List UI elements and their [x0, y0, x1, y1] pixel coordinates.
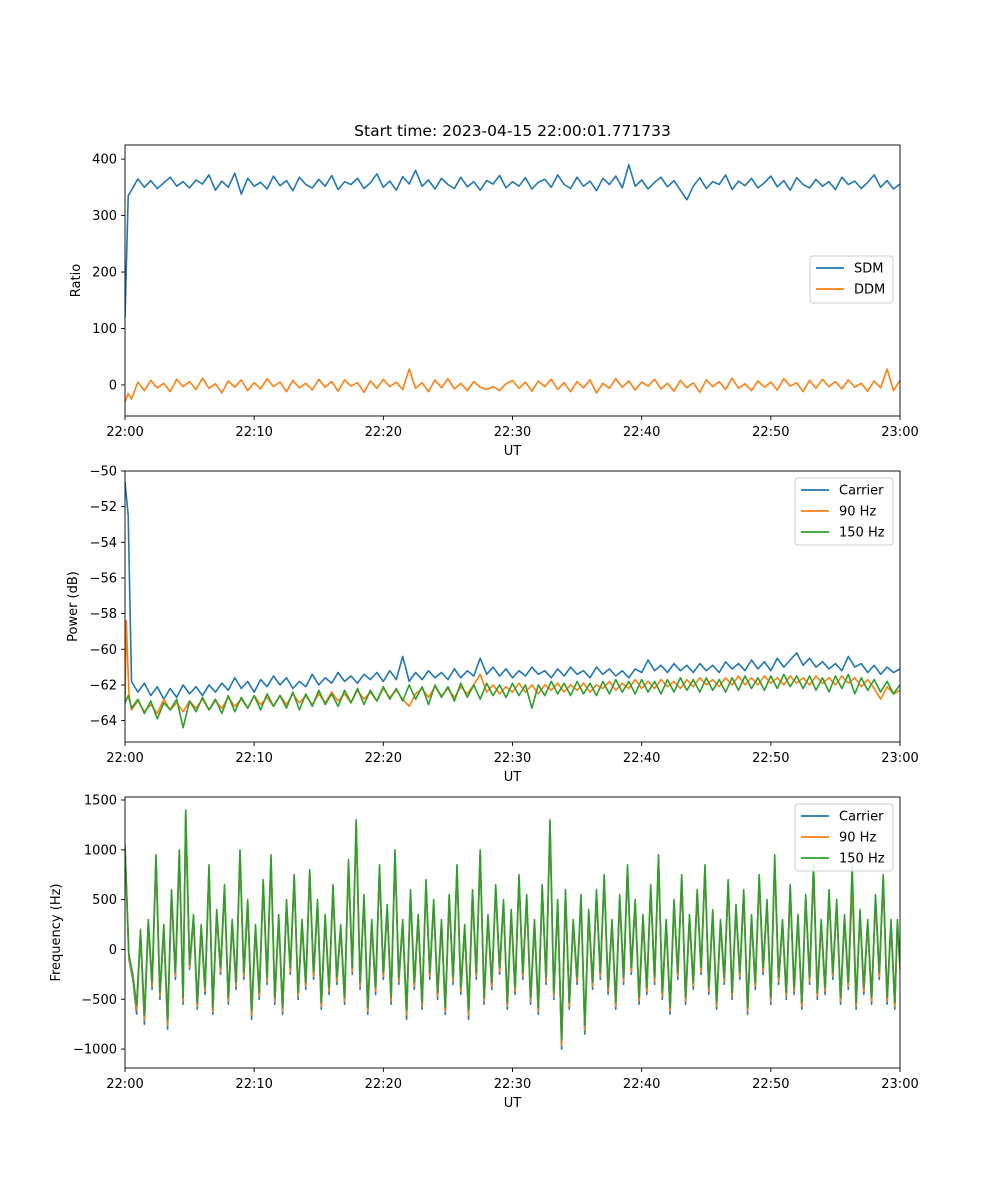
ratio-x-tick-label: 23:00 [881, 425, 918, 440]
frequency-legend-label: Carrier [839, 810, 884, 825]
power-x-tick-label: 22:00 [106, 751, 143, 766]
ratio-x-tick-label: 22:40 [623, 425, 660, 440]
ratio-y-tick-label: 100 [92, 322, 117, 337]
power-y-tick-label: −56 [90, 571, 117, 586]
ratio-y-axis-label: Ratio [69, 264, 84, 297]
frequency-y-tick-label: 500 [92, 893, 117, 908]
ratio-y-tick-label: 400 [92, 153, 117, 168]
frequency-legend-label: 150 Hz [839, 852, 885, 867]
ratio-legend: SDM DDM [809, 255, 894, 304]
frequency-y-tick-label: −500 [81, 993, 117, 1008]
ratio-legend-label: DDM [854, 283, 885, 298]
power-y-tick-label: −54 [90, 536, 117, 551]
power-y-tick-label: −58 [90, 607, 117, 622]
power-y-axis-label: Power (dB) [66, 571, 81, 642]
power-series-150-hz [125, 673, 900, 729]
power-series-carrier [125, 481, 900, 700]
ratio-y-tick-label: 200 [92, 266, 117, 281]
ratio-legend-label: SDM [854, 262, 883, 277]
frequency-x-tick-label: 23:00 [881, 1077, 918, 1092]
power-legend: Carrier 90 Hz 150 Hz [794, 477, 894, 546]
power-x-tick-label: 22:20 [365, 751, 402, 766]
power-legend-label: Carrier [839, 484, 884, 499]
figure-title: Start time: 2023-04-15 22:00:01.771733 [354, 122, 671, 140]
ratio-x-tick-label: 22:10 [235, 425, 272, 440]
power-x-axis-label: UT [504, 770, 522, 785]
frequency-y-axis-label: Frequency (Hz) [49, 883, 64, 981]
frequency-x-tick-label: 22:10 [235, 1077, 272, 1092]
ratio-x-tick-label: 22:30 [494, 425, 531, 440]
power-x-tick-label: 22:30 [494, 751, 531, 766]
ratio-x-axis-label: UT [504, 444, 522, 459]
ratio-x-tick-label: 22:50 [752, 425, 789, 440]
frequency-y-tick-label: 1000 [84, 843, 117, 858]
power-x-tick-label: 22:40 [623, 751, 660, 766]
power-x-tick-label: 22:10 [235, 751, 272, 766]
power-y-tick-label: −52 [90, 500, 117, 515]
frequency-panel: 22:00 22:10 22:20 22:30 22:40 22:50 23:00 −1000… [49, 793, 919, 1111]
frequency-y-tick-label: −1000 [73, 1043, 117, 1058]
ratio-series-ddm [125, 368, 900, 403]
ratio-y-tick-label: 0 [109, 378, 117, 393]
frequency-x-tick-label: 22:50 [752, 1077, 789, 1092]
power-x-tick-label: 23:00 [881, 751, 918, 766]
frequency-y-tick-label: 1500 [84, 793, 117, 808]
ratio-y-tick-label: 300 [92, 209, 117, 224]
frequency-legend-label: 90 Hz [839, 831, 876, 846]
power-x-tick-label: 22:50 [752, 751, 789, 766]
frequency-x-tick-label: 22:30 [494, 1077, 531, 1092]
power-y-tick-label: −50 [90, 465, 117, 480]
frequency-x-tick-label: 22:20 [365, 1077, 402, 1092]
ratio-x-tick-label: 22:20 [365, 425, 402, 440]
power-panel: 22:00 22:10 22:20 22:30 22:40 22:50 23:00 −50 −5… [66, 465, 919, 786]
power-y-tick-label: −60 [90, 643, 117, 658]
ratio-x-tick-label: 22:00 [106, 425, 143, 440]
frequency-x-axis-label: UT [504, 1096, 522, 1111]
frequency-y-tick-label: 0 [109, 943, 117, 958]
ratio-series-sdm [125, 164, 900, 318]
power-legend-label: 150 Hz [839, 526, 885, 541]
ratio-panel: 22:00 22:10 22:20 22:30 22:40 22:50 23:00 0 100 2… [69, 144, 919, 459]
frequency-x-tick-label: 22:40 [623, 1077, 660, 1092]
frequency-legend: Carrier 90 Hz 150 Hz [794, 803, 894, 872]
power-y-tick-label: −64 [90, 714, 117, 729]
power-y-tick-label: −62 [90, 678, 117, 693]
frequency-x-tick-label: 22:00 [106, 1077, 143, 1092]
frequency-series-150-hz [125, 809, 900, 1041]
power-legend-label: 90 Hz [839, 505, 876, 520]
